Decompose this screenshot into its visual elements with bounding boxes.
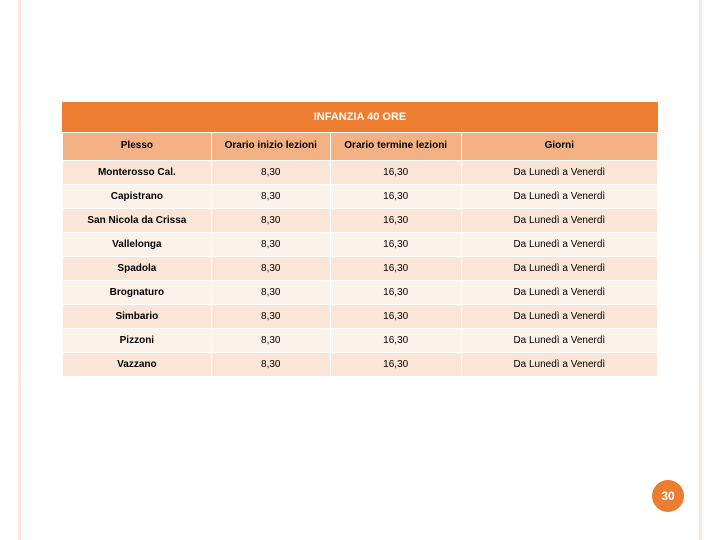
table-title: INFANZIA 40 ORE <box>62 102 658 132</box>
table-row: Monterosso Cal. 8,30 16,30 Da Lunedì a V… <box>63 160 658 184</box>
table-row: Vazzano 8,30 16,30 Da Lunedì a Venerdì <box>63 352 658 376</box>
cell-plesso: Monterosso Cal. <box>63 160 212 184</box>
cell-termine: 16,30 <box>330 232 461 256</box>
cell-termine: 16,30 <box>330 208 461 232</box>
table-body: Monterosso Cal. 8,30 16,30 Da Lunedì a V… <box>63 160 658 376</box>
cell-inizio: 8,30 <box>211 328 330 352</box>
cell-inizio: 8,30 <box>211 304 330 328</box>
cell-plesso: Pizzoni <box>63 328 212 352</box>
cell-termine: 16,30 <box>330 328 461 352</box>
table-row: Spadola 8,30 16,30 Da Lunedì a Venerdì <box>63 256 658 280</box>
cell-giorni: Da Lunedì a Venerdì <box>461 184 657 208</box>
cell-giorni: Da Lunedì a Venerdì <box>461 304 657 328</box>
cell-inizio: 8,30 <box>211 280 330 304</box>
cell-inizio: 8,30 <box>211 352 330 376</box>
frame-right <box>699 0 702 540</box>
cell-plesso: Capistrano <box>63 184 212 208</box>
frame-left <box>18 0 21 540</box>
cell-inizio: 8,30 <box>211 208 330 232</box>
cell-giorni: Da Lunedì a Venerdì <box>461 256 657 280</box>
cell-inizio: 8,30 <box>211 160 330 184</box>
cell-plesso: Vallelonga <box>63 232 212 256</box>
table-row: Pizzoni 8,30 16,30 Da Lunedì a Venerdì <box>63 328 658 352</box>
page-number-badge: 30 <box>652 480 684 512</box>
cell-plesso: San Nicola da Crissa <box>63 208 212 232</box>
table-header-row: Plesso Orario inizio lezioni Orario term… <box>63 133 658 161</box>
cell-termine: 16,30 <box>330 304 461 328</box>
cell-inizio: 8,30 <box>211 232 330 256</box>
table-row: San Nicola da Crissa 8,30 16,30 Da Luned… <box>63 208 658 232</box>
cell-plesso: Simbario <box>63 304 212 328</box>
cell-termine: 16,30 <box>330 280 461 304</box>
cell-plesso: Vazzano <box>63 352 212 376</box>
cell-termine: 16,30 <box>330 160 461 184</box>
slide-content: INFANZIA 40 ORE Plesso Orario inizio lez… <box>62 102 658 377</box>
cell-inizio: 8,30 <box>211 256 330 280</box>
cell-giorni: Da Lunedì a Venerdì <box>461 280 657 304</box>
cell-giorni: Da Lunedì a Venerdì <box>461 328 657 352</box>
col-header-inizio: Orario inizio lezioni <box>211 133 330 161</box>
cell-plesso: Brognaturo <box>63 280 212 304</box>
cell-giorni: Da Lunedì a Venerdì <box>461 160 657 184</box>
cell-giorni: Da Lunedì a Venerdì <box>461 208 657 232</box>
cell-termine: 16,30 <box>330 184 461 208</box>
table-row: Simbario 8,30 16,30 Da Lunedì a Venerdì <box>63 304 658 328</box>
cell-inizio: 8,30 <box>211 184 330 208</box>
cell-giorni: Da Lunedì a Venerdì <box>461 352 657 376</box>
table-row: Capistrano 8,30 16,30 Da Lunedì a Venerd… <box>63 184 658 208</box>
cell-termine: 16,30 <box>330 352 461 376</box>
cell-plesso: Spadola <box>63 256 212 280</box>
cell-termine: 16,30 <box>330 256 461 280</box>
table-row: Vallelonga 8,30 16,30 Da Lunedì a Venerd… <box>63 232 658 256</box>
table-row: Brognaturo 8,30 16,30 Da Lunedì a Venerd… <box>63 280 658 304</box>
col-header-termine: Orario termine lezioni <box>330 133 461 161</box>
cell-giorni: Da Lunedì a Venerdì <box>461 232 657 256</box>
col-header-plesso: Plesso <box>63 133 212 161</box>
schedule-table: Plesso Orario inizio lezioni Orario term… <box>62 132 658 377</box>
col-header-giorni: Giorni <box>461 133 657 161</box>
